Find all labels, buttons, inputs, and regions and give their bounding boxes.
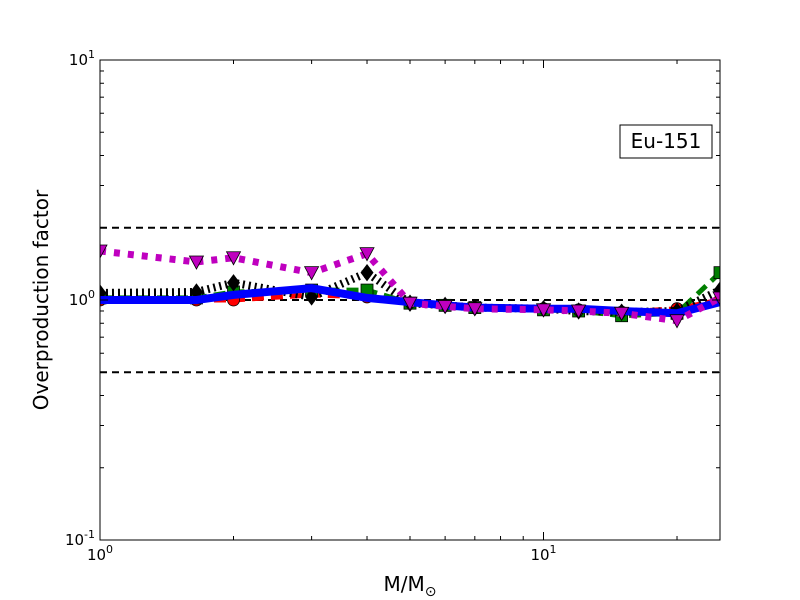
series-magenta-marker bbox=[613, 306, 630, 322]
x-tick-label: 101 bbox=[530, 543, 556, 564]
y-tick-label: 100 bbox=[69, 288, 95, 309]
series-magenta-marker bbox=[402, 296, 418, 312]
series-green-marker bbox=[713, 266, 720, 280]
x-tick-label: 100 bbox=[87, 543, 113, 564]
series-layer bbox=[100, 244, 720, 329]
annotation-label: Eu-151 bbox=[631, 129, 702, 153]
x-axis-label-subscript: ⊙ bbox=[425, 584, 437, 600]
y-axis-label: Overproduction factor bbox=[29, 189, 53, 410]
plot-frame bbox=[99, 59, 721, 541]
series-magenta-marker bbox=[669, 314, 685, 329]
series-magenta-marker bbox=[570, 304, 587, 319]
series-black-marker bbox=[305, 288, 319, 306]
series-black-marker bbox=[227, 274, 241, 292]
annotation-box: Eu-151 bbox=[619, 124, 713, 159]
series-black-marker bbox=[360, 263, 374, 282]
series-magenta-marker bbox=[100, 244, 108, 259]
series-magenta-marker bbox=[467, 302, 483, 317]
y-tick-label: 101 bbox=[69, 48, 95, 69]
x-axis-label: M/M⊙ bbox=[384, 572, 437, 600]
series-magenta-marker bbox=[437, 300, 453, 315]
y-tick-label: 10-1 bbox=[65, 528, 95, 549]
reference-lines bbox=[100, 226, 720, 374]
series-magenta-marker bbox=[188, 255, 205, 270]
series-magenta-marker bbox=[225, 251, 242, 266]
series-magenta-marker bbox=[359, 247, 375, 262]
series-magenta-marker bbox=[535, 303, 552, 318]
series-magenta-marker bbox=[303, 266, 320, 281]
x-axis-label-main: M/M bbox=[384, 572, 425, 596]
series-magenta-marker bbox=[712, 291, 720, 306]
